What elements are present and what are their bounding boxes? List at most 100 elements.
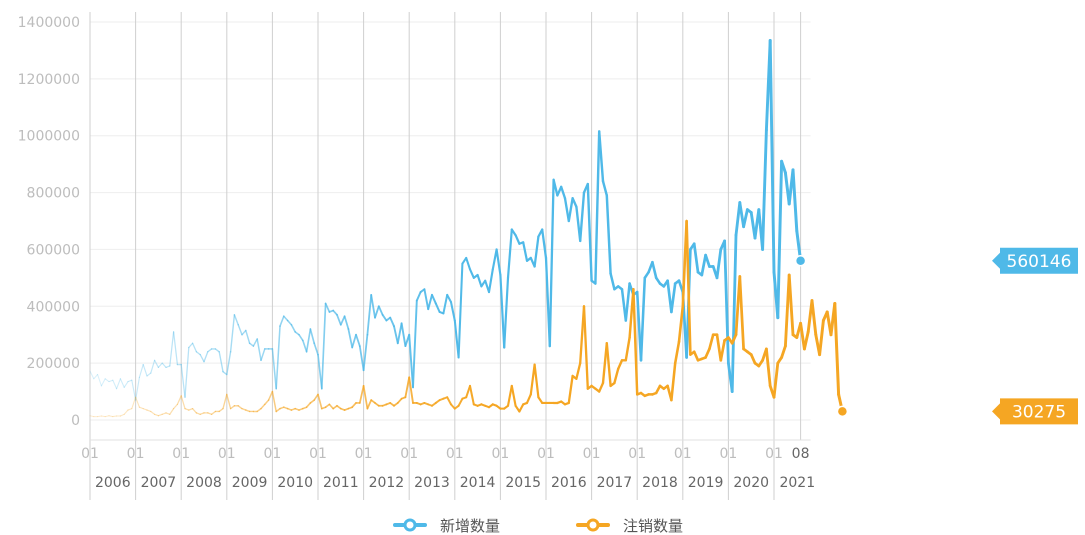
y-tick-label: 600000 xyxy=(27,242,80,258)
series-cancel-segment xyxy=(567,374,574,405)
series-new-segment xyxy=(609,272,616,291)
series-new-segment xyxy=(108,379,114,383)
series-new-segment xyxy=(135,376,140,401)
series-new-segment xyxy=(374,305,380,319)
series-cancel-segment xyxy=(780,344,787,359)
series-new-segment xyxy=(408,333,414,389)
series-cancel-segment xyxy=(802,330,810,351)
series-new-segment xyxy=(146,372,152,377)
x-month-tick-label: 01 xyxy=(127,446,145,462)
series-cancel-segment xyxy=(605,342,612,388)
series-cancel-segment xyxy=(138,406,144,410)
series-new-segment xyxy=(298,333,304,342)
series-new-segment xyxy=(218,351,224,373)
legend-item-new[interactable]: 新增数量 xyxy=(393,517,500,535)
series-new-segment xyxy=(199,353,205,363)
series-cancel-segment xyxy=(799,321,806,351)
series-new-segment xyxy=(184,346,190,398)
series-new-segment xyxy=(560,185,567,200)
series-new-end-point xyxy=(794,255,807,267)
series-new-segment xyxy=(730,233,738,393)
series-new-segment xyxy=(222,370,228,376)
x-year-label: 2014 xyxy=(460,475,496,491)
series-cancel-segment xyxy=(351,402,357,409)
series-cancel-segment xyxy=(833,301,841,396)
series-new-segment xyxy=(241,329,247,336)
series-cancel-segment xyxy=(582,305,589,390)
series-cancel-segment xyxy=(533,363,540,399)
series-cancel-segment xyxy=(613,367,620,385)
legend-new-label: 新增数量 xyxy=(440,517,500,535)
series-new-segment xyxy=(324,302,331,313)
series-new-segment xyxy=(639,276,647,362)
series-new-segment xyxy=(434,302,441,313)
series-new-segment xyxy=(791,168,799,233)
series-cancel-segment xyxy=(506,384,513,407)
series-cancel-segment xyxy=(112,415,118,418)
series-cancel-segment xyxy=(673,340,681,365)
series-new-segment xyxy=(734,201,742,237)
x-year-label: 2013 xyxy=(414,475,450,491)
series-new-segment xyxy=(358,345,365,372)
series-new-segment xyxy=(415,291,422,302)
x-month-tick-label: 01 xyxy=(583,446,601,462)
series-cancel-segment xyxy=(772,361,780,399)
series-new-segment xyxy=(651,260,658,280)
series-cancel-segment xyxy=(730,333,738,345)
series-cancel-segment xyxy=(468,384,475,406)
series-new-segment xyxy=(283,315,289,322)
series-new-segment xyxy=(317,353,323,390)
series-cancel-segment xyxy=(127,408,133,411)
series-cancel-end-tag xyxy=(992,398,1078,425)
series-new-segment xyxy=(260,348,266,362)
series-cancel-segment xyxy=(738,275,745,351)
x-month-tick-label: 01 xyxy=(81,446,99,462)
series-cancel-segment xyxy=(575,361,582,380)
series-new-segment xyxy=(510,228,517,237)
series-new-segment xyxy=(381,313,388,322)
legend-item-cancel[interactable]: 注销数量 xyxy=(576,517,683,535)
series-new-segment xyxy=(503,276,510,349)
series-new-segment xyxy=(495,248,502,277)
series-new-segment xyxy=(336,313,342,326)
series-cancel-end-point xyxy=(836,405,849,418)
series-cancel-segment xyxy=(154,413,159,417)
series-new-segment xyxy=(248,342,255,347)
y-tick-label: 0 xyxy=(71,413,80,429)
series-new-segment xyxy=(449,301,456,322)
series-new-segment xyxy=(123,381,129,388)
series-cancel-segment xyxy=(271,390,277,413)
x-month-tick-label: 01 xyxy=(537,446,555,462)
series-cancel-segment xyxy=(328,403,335,410)
series-new-segment xyxy=(468,268,475,279)
series-cancel-segment xyxy=(195,412,201,415)
series-new-segment xyxy=(670,282,677,314)
x-month-tick-label: 01 xyxy=(309,446,327,462)
y-axis: 0 200000 400000 600000 800000 1000000 1200000 1… xyxy=(18,15,80,429)
series-new-segment xyxy=(605,194,612,275)
series-new-segment xyxy=(597,130,605,183)
series-cancel-segment xyxy=(598,381,605,393)
series-new-segment xyxy=(309,328,316,345)
series-cancel-segment xyxy=(518,403,525,413)
x-year-label: 2018 xyxy=(642,475,678,491)
series-new-segment xyxy=(431,293,437,305)
series-cancel-segment xyxy=(199,412,205,415)
series-new-segment xyxy=(723,239,730,365)
series-new-segment xyxy=(161,362,167,369)
series-new-segment xyxy=(423,288,430,311)
x-year-label: 2019 xyxy=(688,475,724,491)
series-new-segment xyxy=(586,182,593,282)
series-new-segment xyxy=(571,197,578,208)
series-new-segment xyxy=(541,228,548,260)
x-year-label: 2020 xyxy=(733,475,769,491)
grid xyxy=(89,12,811,500)
series-cancel-segment xyxy=(218,407,224,413)
series-cancel-segment xyxy=(180,395,186,410)
series-new-segment xyxy=(305,328,312,353)
x-last-month-label: 08 xyxy=(792,446,810,462)
x-month-tick-label: 01 xyxy=(263,446,281,462)
series-cancel-segment xyxy=(715,333,723,362)
